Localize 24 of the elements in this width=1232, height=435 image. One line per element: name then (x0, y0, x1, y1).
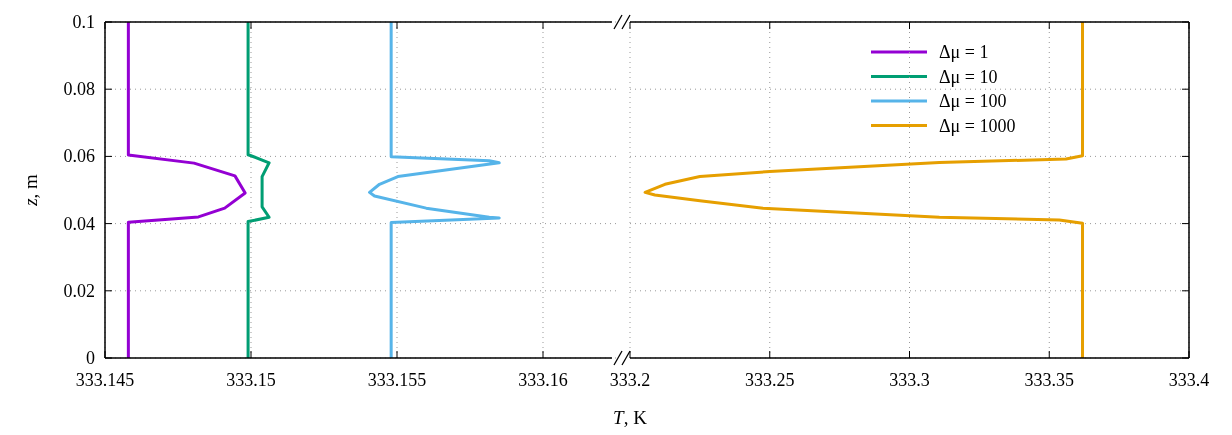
legend-label: Δμ = 100 (939, 91, 1007, 111)
line-series (246, 20, 271, 360)
x-tick-label: 333.155 (367, 370, 427, 390)
legend-label: Δμ = 1000 (939, 115, 1016, 136)
line-series (126, 20, 247, 360)
x-tick-label: 333.145 (75, 370, 135, 390)
y-axis-title: z, m (20, 173, 41, 207)
y-tick-label: 0.02 (63, 280, 95, 301)
x-tick-label: 333.16 (518, 370, 568, 390)
x-tick-label: 333.2 (609, 370, 651, 390)
y-tick-label: 0.08 (63, 79, 95, 100)
legend-label: Δμ = 10 (939, 66, 998, 87)
x-tick-label: 333.3 (889, 370, 930, 390)
y-tick-label: 0.04 (63, 213, 95, 234)
x-tick-label: 333.15 (226, 370, 276, 390)
x-tick-label: 333.35 (1024, 370, 1074, 390)
line-series (368, 20, 501, 360)
x-tick-label: 333.4 (1168, 370, 1210, 390)
y-tick-label: 0 (86, 348, 95, 368)
x-tick-label: 333.25 (745, 370, 795, 390)
y-tick-label: 0.1 (72, 12, 95, 32)
y-tick-label: 0.06 (63, 146, 95, 167)
legend-label: Δμ = 1 (939, 42, 989, 62)
x-axis-title: T, K (613, 407, 648, 428)
